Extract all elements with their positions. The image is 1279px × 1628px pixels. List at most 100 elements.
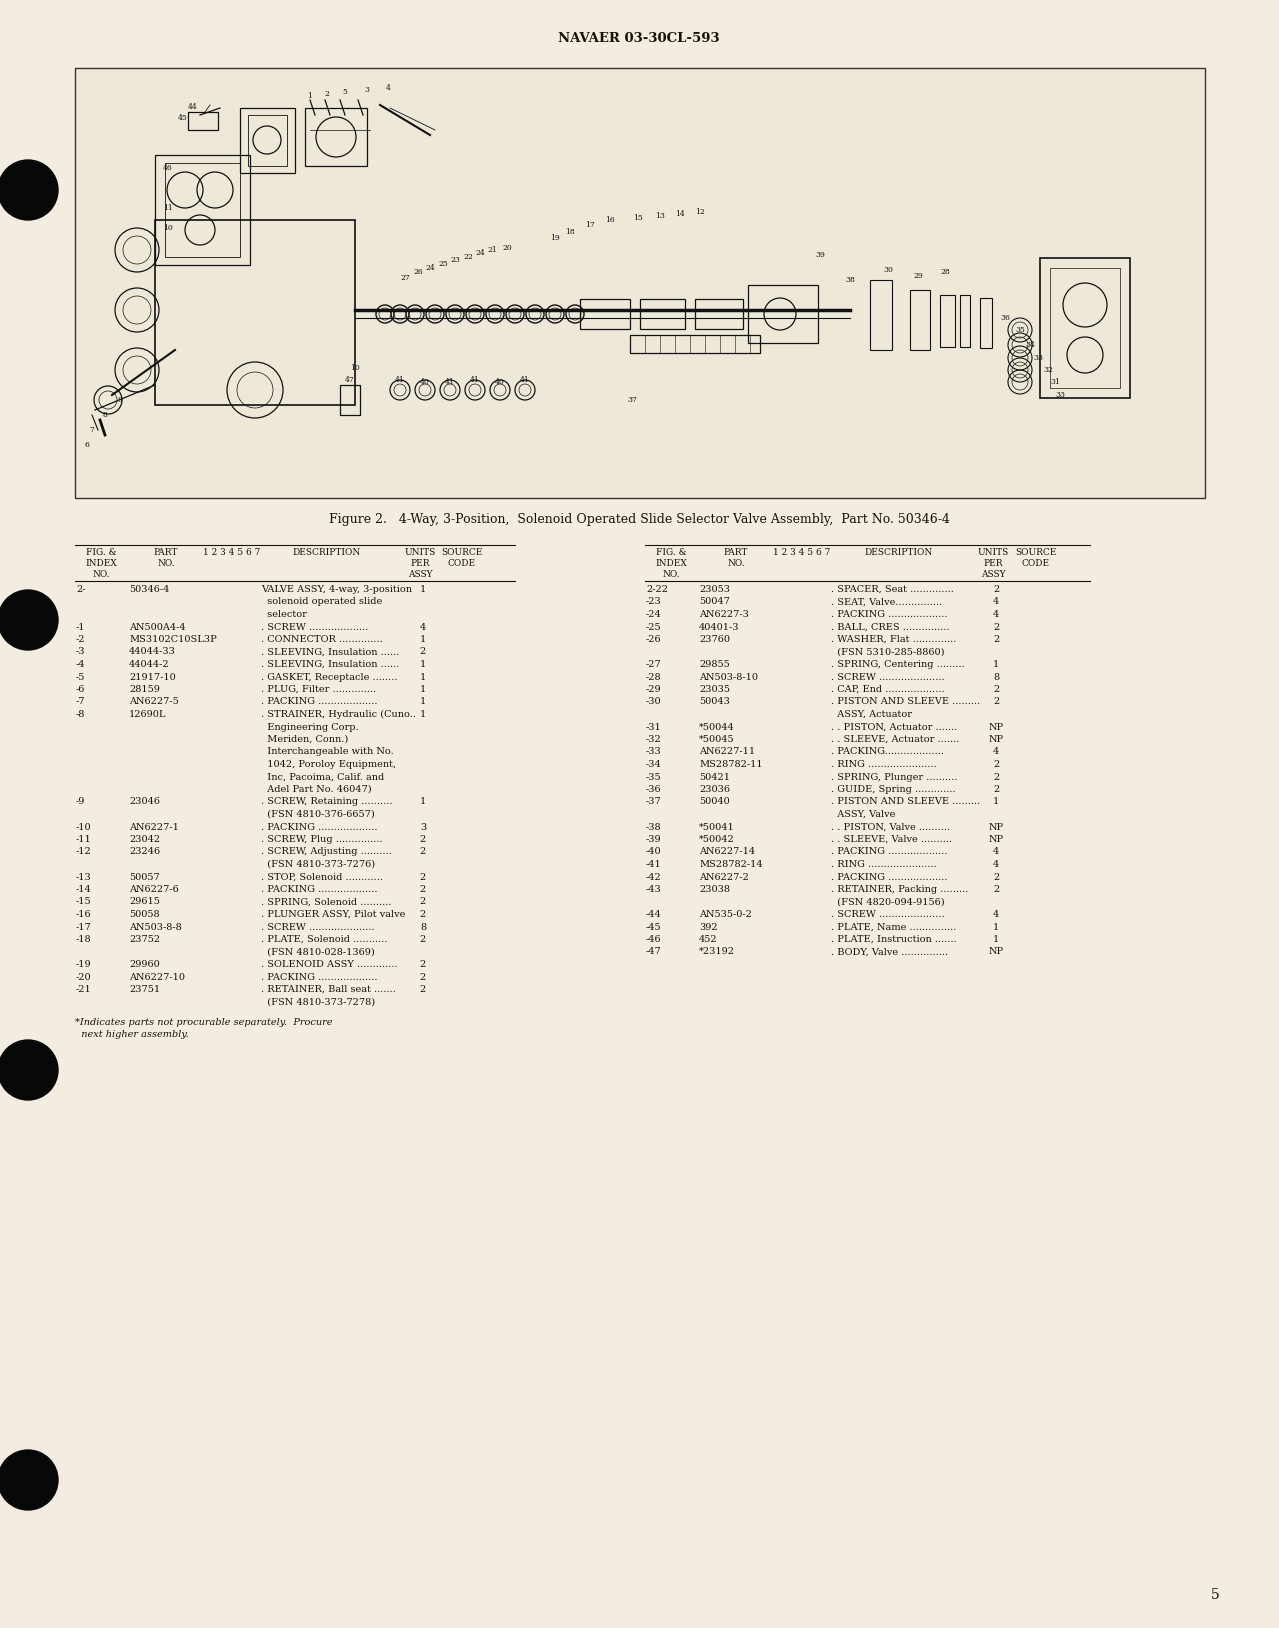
Text: . PACKING ...................: . PACKING ................... [831, 848, 948, 856]
Text: -46: -46 [646, 934, 661, 944]
Text: 8: 8 [102, 410, 107, 418]
Bar [640, 300, 686, 329]
Text: 1: 1 [420, 635, 426, 645]
Text: . SPACER, Seat ..............: . SPACER, Seat .............. [831, 584, 954, 594]
Text: 2: 2 [993, 584, 999, 594]
Text: 4: 4 [993, 848, 999, 856]
Text: 15: 15 [633, 213, 643, 221]
Text: . BODY, Valve ...............: . BODY, Valve ............... [831, 947, 948, 957]
Text: Adel Part No. 46047): Adel Part No. 46047) [261, 785, 372, 794]
Text: . RETAINER, Ball seat .......: . RETAINER, Ball seat ....... [261, 985, 396, 995]
Text: 452: 452 [700, 934, 718, 944]
Text: -27: -27 [646, 659, 661, 669]
Text: 44044-33: 44044-33 [129, 648, 177, 656]
Text: -37: -37 [646, 798, 661, 806]
Text: . SCREW, Adjusting ..........: . SCREW, Adjusting .......... [261, 848, 391, 856]
Text: Interchangeable with No.: Interchangeable with No. [261, 747, 394, 757]
Text: -26: -26 [646, 635, 661, 645]
Text: -1: -1 [75, 622, 86, 632]
Text: 1: 1 [420, 697, 426, 707]
Circle shape [0, 1040, 58, 1101]
Text: *23192: *23192 [700, 947, 735, 957]
Text: 31: 31 [1050, 378, 1060, 386]
Text: . PACKING ...................: . PACKING ................... [261, 886, 377, 894]
Text: . SOLENOID ASSY .............: . SOLENOID ASSY ............. [261, 961, 398, 969]
Text: -40: -40 [646, 848, 661, 856]
Text: . GUIDE, Spring .............: . GUIDE, Spring ............. [831, 785, 955, 794]
Text: . PISTON AND SLEEVE .........: . PISTON AND SLEEVE ......... [831, 798, 980, 806]
Text: -33: -33 [646, 747, 661, 757]
Text: 1: 1 [420, 710, 426, 720]
Text: . PACKING ...................: . PACKING ................... [261, 822, 377, 832]
Text: 1: 1 [307, 93, 312, 99]
Bar [304, 107, 367, 166]
Text: AN500A4-4: AN500A4-4 [129, 622, 185, 632]
Text: . PACKING...................: . PACKING................... [831, 747, 944, 757]
Text: 50047: 50047 [700, 597, 730, 607]
Text: AN6227-10: AN6227-10 [129, 972, 185, 982]
Text: selector: selector [261, 610, 307, 619]
Text: -8: -8 [75, 710, 86, 720]
Text: 39: 39 [815, 251, 825, 259]
Text: -34: -34 [646, 760, 661, 768]
Text: . SCREW .....................: . SCREW ..................... [831, 910, 945, 918]
Text: -4: -4 [75, 659, 86, 669]
Text: 23053: 23053 [700, 584, 730, 594]
Text: FIG. &
INDEX
NO.: FIG. & INDEX NO. [86, 549, 116, 580]
Text: . . PISTON, Actuator .......: . . PISTON, Actuator ....... [831, 723, 958, 731]
Text: 8: 8 [420, 923, 426, 931]
Text: UNITS
PER
ASSY: UNITS PER ASSY [977, 549, 1009, 580]
Text: -7: -7 [75, 697, 86, 707]
Text: (FSN 4810-376-6657): (FSN 4810-376-6657) [261, 811, 375, 819]
Text: 2: 2 [993, 635, 999, 645]
Text: -29: -29 [646, 685, 661, 694]
Text: *50045: *50045 [700, 734, 734, 744]
Bar [340, 384, 359, 415]
Text: 38: 38 [845, 277, 854, 283]
Text: 4: 4 [420, 622, 426, 632]
Text: . SPRING, Solenoid ..........: . SPRING, Solenoid .......... [261, 897, 391, 907]
Text: 12: 12 [694, 208, 705, 217]
Text: . PLATE, Solenoid ...........: . PLATE, Solenoid ........... [261, 934, 388, 944]
Text: AN503-8-8: AN503-8-8 [129, 923, 182, 931]
Text: 46: 46 [164, 164, 173, 173]
Text: 12690L: 12690L [129, 710, 166, 720]
Text: AN503-8-10: AN503-8-10 [700, 672, 758, 682]
Text: AN6227-2: AN6227-2 [700, 873, 749, 881]
Text: MS3102C10SL3P: MS3102C10SL3P [129, 635, 216, 645]
Text: -31: -31 [646, 723, 661, 731]
Text: *Indicates parts not procurable separately.  Procure
  next higher assembly.: *Indicates parts not procurable separate… [75, 1018, 333, 1039]
Text: . SCREW .....................: . SCREW ..................... [831, 672, 945, 682]
Text: . RETAINER, Packing .........: . RETAINER, Packing ......... [831, 886, 968, 894]
Text: . WASHER, Flat ..............: . WASHER, Flat .............. [831, 635, 957, 645]
Text: 2: 2 [993, 886, 999, 894]
Text: PART
NO.: PART NO. [153, 549, 178, 568]
Text: NP: NP [989, 723, 1004, 731]
Bar [870, 280, 891, 350]
Text: . BALL, CRES ...............: . BALL, CRES ............... [831, 622, 949, 632]
Text: 2: 2 [420, 934, 426, 944]
Text: . SCREW ...................: . SCREW ................... [261, 622, 368, 632]
Text: Inc, Pacoima, Calif. and: Inc, Pacoima, Calif. and [261, 773, 384, 781]
Bar [155, 155, 249, 265]
Bar [748, 285, 819, 344]
Text: NAVAER 03-30CL-593: NAVAER 03-30CL-593 [558, 31, 720, 44]
Text: 1: 1 [993, 659, 999, 669]
Text: 50043: 50043 [700, 697, 730, 707]
Text: DESCRIPTION: DESCRIPTION [865, 549, 934, 557]
Text: FIG. &
INDEX
NO.: FIG. & INDEX NO. [655, 549, 687, 580]
Text: AN6227-11: AN6227-11 [700, 747, 755, 757]
Text: 2: 2 [993, 873, 999, 881]
Text: (FSN 5310-285-8860): (FSN 5310-285-8860) [831, 648, 944, 656]
Text: 50058: 50058 [129, 910, 160, 918]
Text: 13: 13 [655, 212, 665, 220]
Text: . PACKING ...................: . PACKING ................... [261, 972, 377, 982]
Text: -19: -19 [75, 961, 92, 969]
Text: 19: 19 [550, 234, 560, 243]
Text: -17: -17 [75, 923, 92, 931]
Text: 4: 4 [993, 597, 999, 607]
Text: 2: 2 [420, 873, 426, 881]
Bar [155, 220, 356, 405]
Text: 23038: 23038 [700, 886, 730, 894]
Text: -21: -21 [75, 985, 92, 995]
